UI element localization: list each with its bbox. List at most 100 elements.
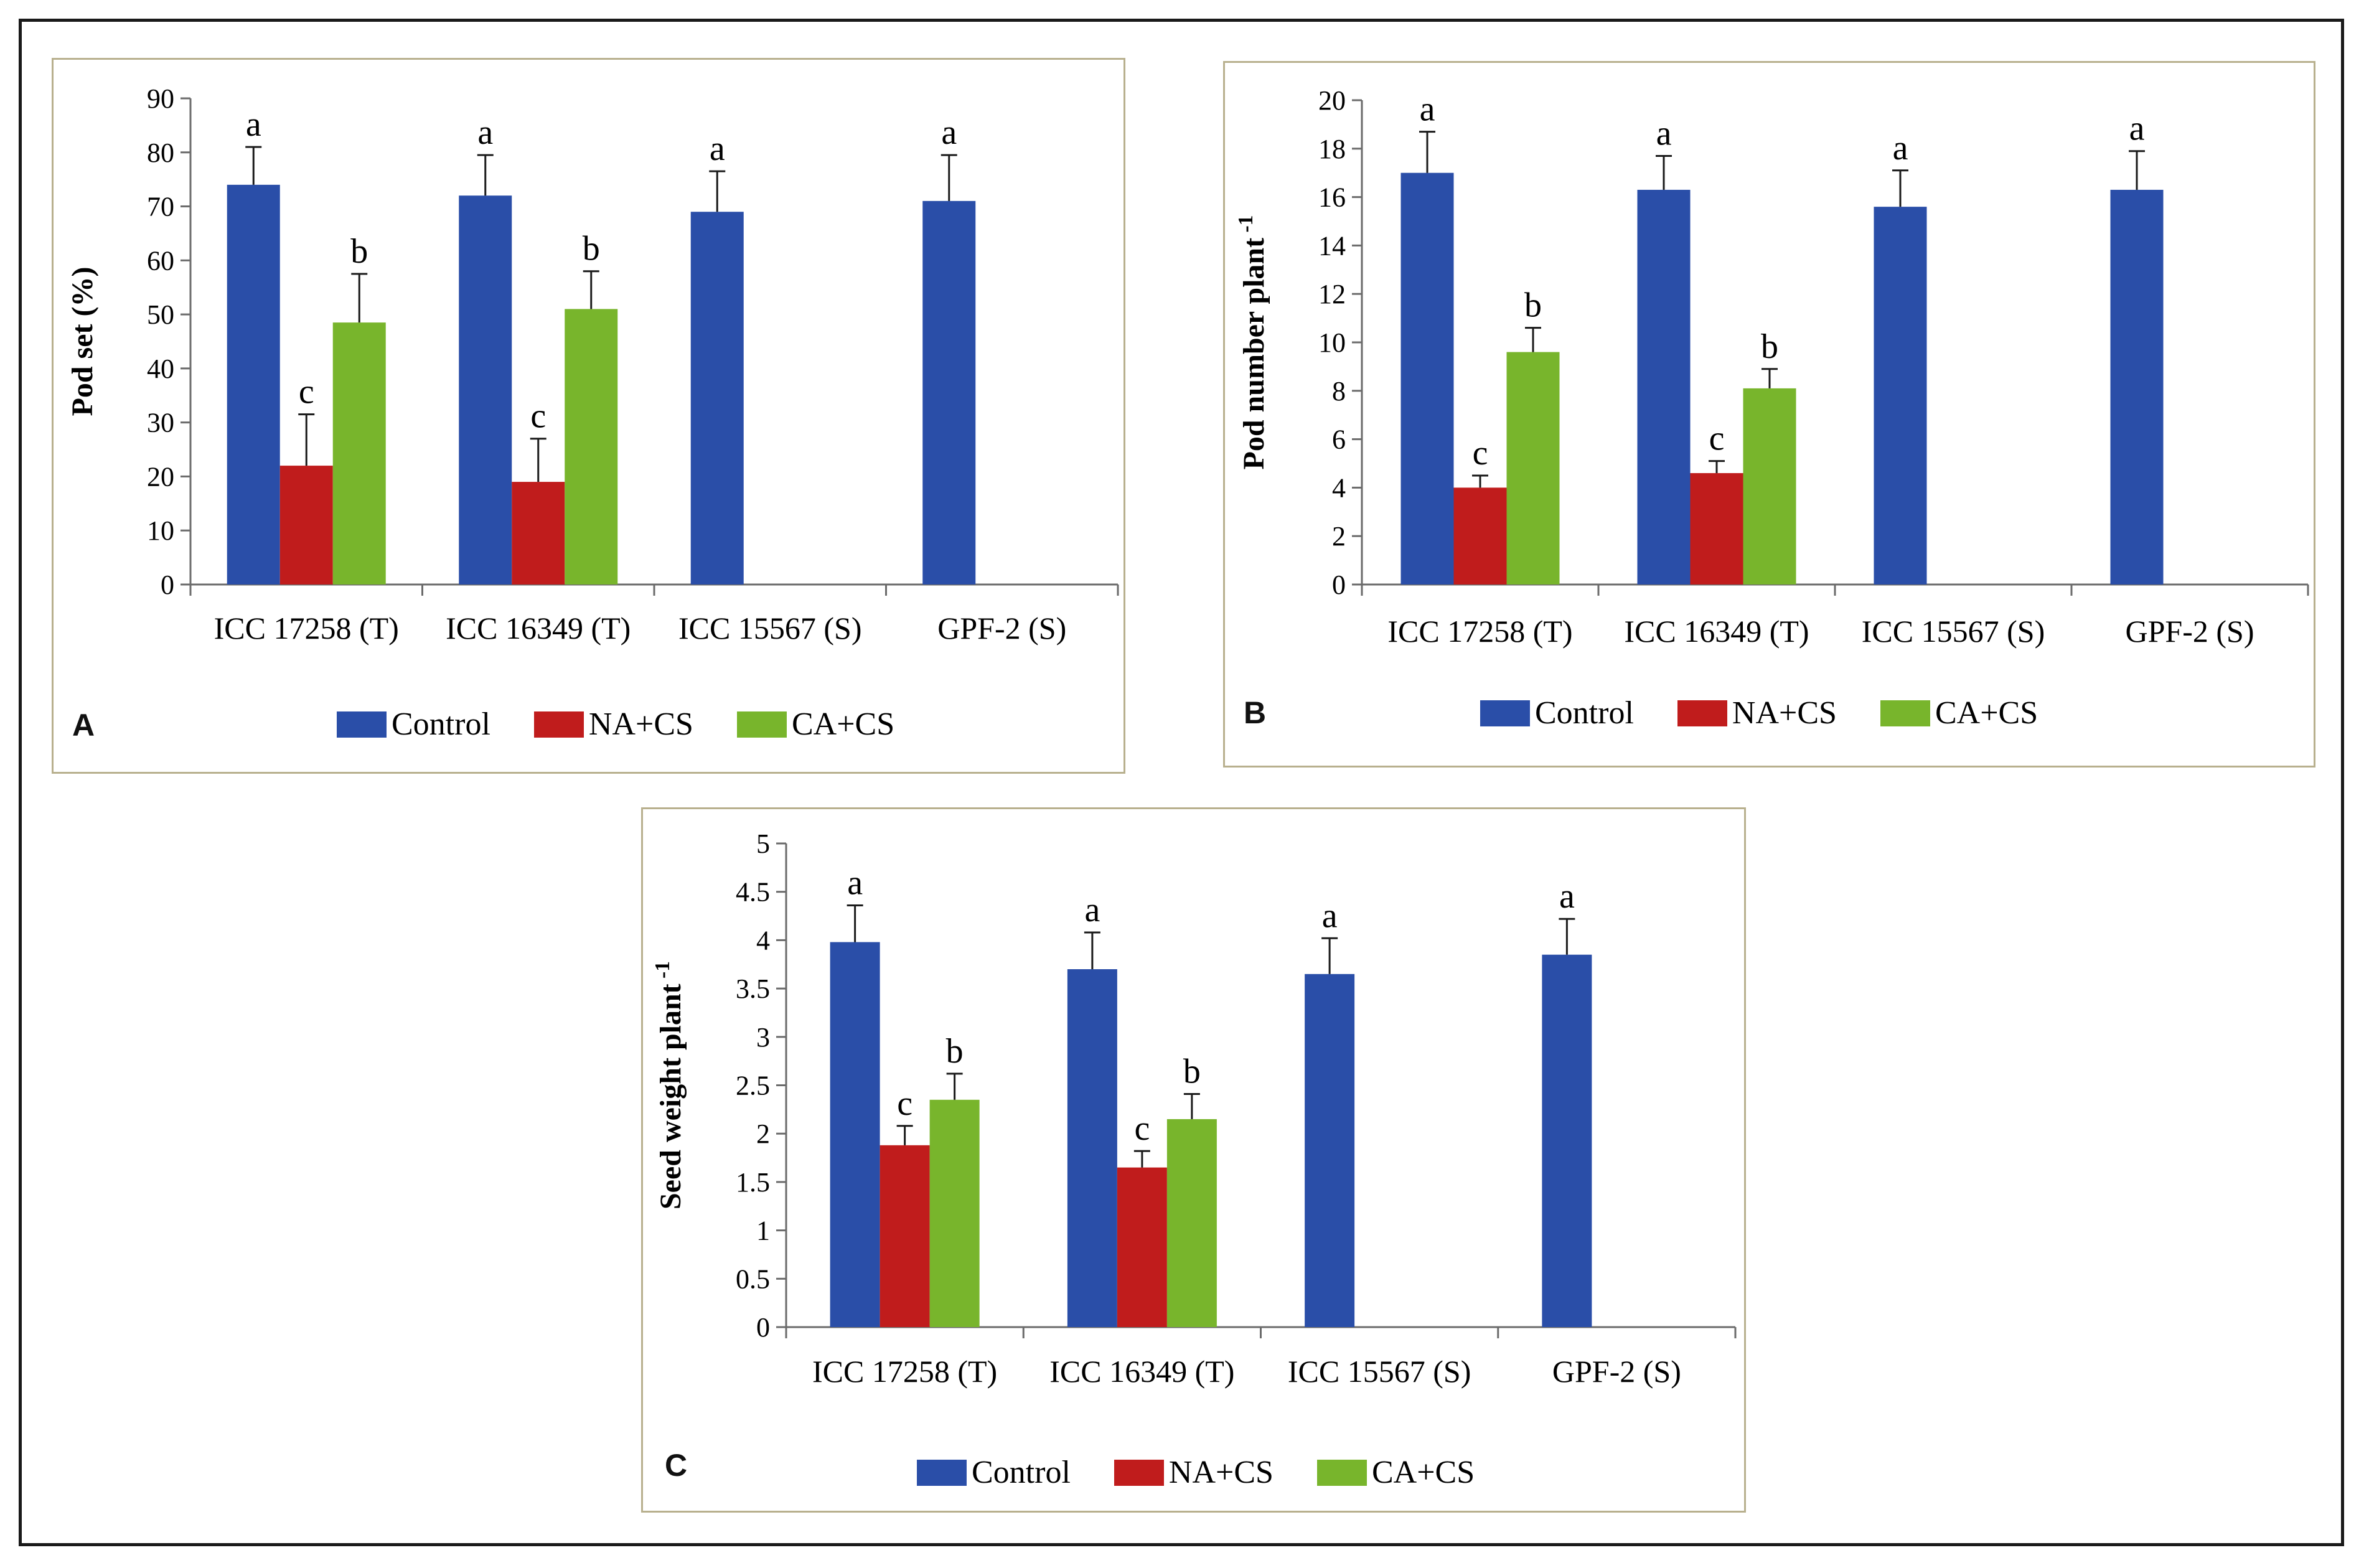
chart-b: 0 2 4 6 8 10 12 14 16 18 20 ICC 17258 (T) ICC 16349 … <box>1234 85 2309 649</box>
legend-swatch-na-cs <box>1677 700 1727 726</box>
y-tick-label: 10 <box>1318 327 1346 358</box>
significance-letter: c <box>1709 420 1725 458</box>
bar-control <box>690 212 744 584</box>
y-tick-label: 10 <box>147 515 174 546</box>
significance-letter: a <box>1559 877 1575 916</box>
y-tick-label: 5 <box>756 829 770 859</box>
significance-letter: a <box>941 113 957 152</box>
legend-item-na-cs: NA+CS <box>1677 695 1837 731</box>
x-category-label: ICC 16349 (T) <box>1049 1354 1234 1389</box>
panel-c: 0 0.5 1 1.5 2 2.5 3 3.5 4 4.5 5 ICC 17258 (T) ICC 16… <box>641 807 1746 1513</box>
y-tick-label: 8 <box>1332 376 1346 406</box>
y-tick-label: 30 <box>147 408 174 438</box>
y-tick-label: 2.5 <box>736 1071 770 1101</box>
bar-na_cs <box>512 482 565 584</box>
significance-letter: a <box>1420 90 1435 129</box>
legend-swatch-na-cs <box>1114 1459 1164 1486</box>
bar-control <box>227 184 280 584</box>
y-tick-label: 50 <box>147 299 174 330</box>
legend-item-control: Control <box>337 706 490 743</box>
panel-a: 0 10 20 30 40 50 60 70 80 90 ICC 17258 (T) ICC 1634… <box>52 58 1125 774</box>
chart-a: 0 10 20 30 40 50 60 70 80 90 ICC 17258 (T) ICC 1634… <box>66 83 1119 646</box>
bar-ca_cs <box>1743 388 1796 584</box>
legend-swatch-control <box>1480 700 1530 726</box>
legend-item-ca-cs: CA+CS <box>1880 695 2038 731</box>
significance-letter: a <box>710 129 725 168</box>
x-category-label: ICC 17258 (T) <box>1387 614 1572 649</box>
legend-item-ca-cs: CA+CS <box>736 706 894 743</box>
y-tick-label: 20 <box>147 461 174 492</box>
y-axis-title: Pod number plant -1 <box>1234 215 1270 470</box>
legend-label-control: Control <box>972 1455 1071 1490</box>
legend-item-control: Control <box>917 1454 1071 1491</box>
legend-swatch-ca-cs <box>1880 700 1930 726</box>
legend-label-na-cs: NA+CS <box>1732 695 1837 731</box>
y-tick-label: 2 <box>1332 521 1346 552</box>
y-tick-label: 3.5 <box>736 974 770 1004</box>
y-tick-label: 40 <box>147 354 174 384</box>
x-category-label: GPF-2 (S) <box>937 611 1066 646</box>
legend-item-ca-cs: CA+CS <box>1316 1454 1475 1491</box>
y-tick-label: 4.5 <box>736 877 770 908</box>
significance-letter: b <box>1761 327 1778 366</box>
significance-letter: a <box>1656 114 1672 153</box>
y-tick-label: 90 <box>147 83 174 114</box>
bar-ca_cs <box>332 322 386 584</box>
significance-letter: b <box>946 1032 964 1071</box>
x-category-label: ICC 17258 (T) <box>214 611 399 646</box>
y-tick-label: 16 <box>1318 182 1346 213</box>
panel-label-c: C <box>665 1448 688 1483</box>
bar-control <box>1305 974 1355 1327</box>
y-tick-label: 6 <box>1332 425 1346 455</box>
bar-na_cs <box>1690 473 1743 584</box>
significance-letter: c <box>530 397 546 436</box>
bar-control <box>1874 207 1927 584</box>
bar-na_cs <box>880 1145 930 1327</box>
legend-item-na-cs: NA+CS <box>1114 1454 1274 1491</box>
panel-label-b: B <box>1244 695 1267 730</box>
significance-letter: a <box>1322 896 1338 935</box>
bar-control <box>922 200 976 584</box>
significance-letter: b <box>1524 286 1542 325</box>
significance-letter: c <box>299 373 314 411</box>
legend-c: Control NA+CS CA+CS <box>917 1454 1518 1491</box>
x-category-label: GPF-2 (S) <box>1552 1354 1681 1389</box>
legend-label-na-cs: NA+CS <box>1168 1455 1274 1490</box>
significance-letter: c <box>1134 1109 1150 1148</box>
significance-letter: b <box>1183 1052 1201 1091</box>
bar-na_cs <box>1453 487 1507 584</box>
legend-swatch-ca-cs <box>1316 1459 1367 1486</box>
y-tick-label: 70 <box>147 192 174 222</box>
x-category-label: ICC 15567 (S) <box>1288 1354 1471 1389</box>
bar-control <box>1637 189 1691 584</box>
legend-item-na-cs: NA+CS <box>533 706 693 743</box>
bar-control <box>459 195 512 584</box>
panel-b: 0 2 4 6 8 10 12 14 16 18 20 ICC 17258 (T) ICC 16349 … <box>1223 61 2315 768</box>
significance-letter: a <box>1893 129 1908 167</box>
significance-letter: a <box>477 113 493 152</box>
y-tick-label: 80 <box>147 138 174 168</box>
legend-swatch-ca-cs <box>736 711 787 738</box>
y-tick-label: 60 <box>147 245 174 276</box>
y-axis-title: Pod set (%) <box>66 267 99 416</box>
x-category-label: ICC 17258 (T) <box>812 1354 997 1389</box>
legend-swatch-na-cs <box>533 711 584 738</box>
legend-a: Control NA+CS CA+CS <box>337 706 938 743</box>
y-tick-label: 4 <box>1332 472 1346 503</box>
legend-label-ca-cs: CA+CS <box>1935 695 2038 731</box>
y-tick-label: 12 <box>1318 279 1346 309</box>
y-tick-label: 1.5 <box>736 1167 770 1198</box>
x-category-label: ICC 16349 (T) <box>446 611 631 646</box>
legend-swatch-control <box>337 711 387 738</box>
y-tick-label: 0 <box>756 1312 770 1343</box>
figure-frame <box>19 19 2344 1546</box>
x-category-label: ICC 15567 (S) <box>1862 614 2045 649</box>
significance-letter: a <box>1084 891 1100 929</box>
legend-label-control: Control <box>392 707 490 742</box>
bar-control <box>830 942 880 1327</box>
significance-letter: c <box>897 1084 912 1123</box>
significance-letter: b <box>583 230 600 268</box>
y-tick-label: 18 <box>1318 134 1346 164</box>
y-tick-label: 20 <box>1318 85 1346 116</box>
bar-na_cs <box>279 466 333 584</box>
